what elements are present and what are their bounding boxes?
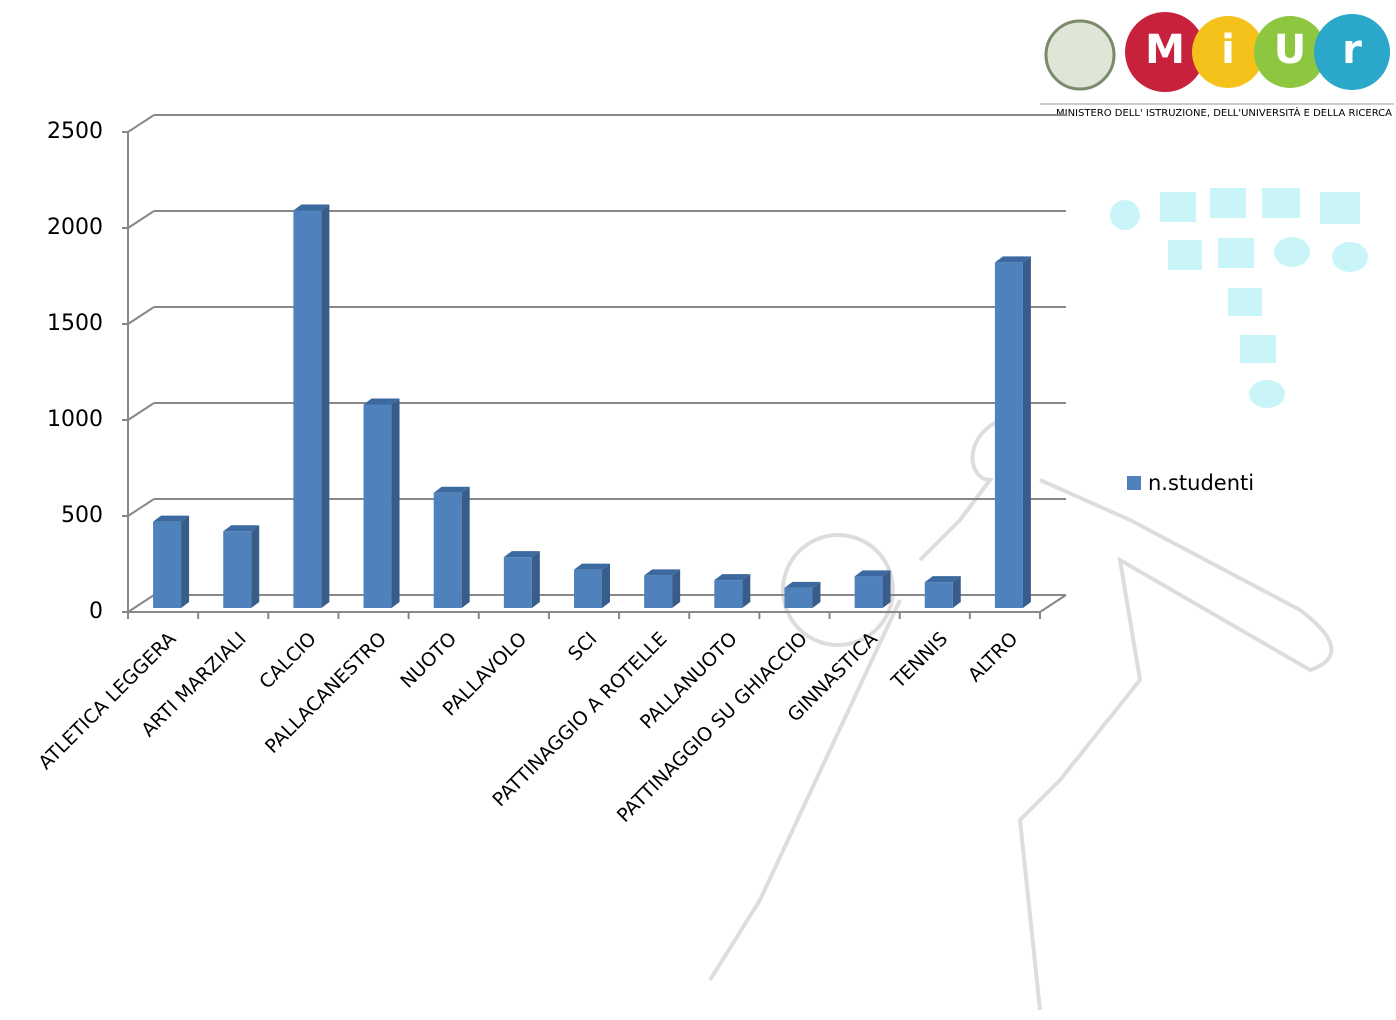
bar: [854, 570, 891, 608]
bar-face: [784, 587, 813, 608]
bar-face: [644, 569, 681, 576]
bar-face: [812, 581, 821, 608]
bar-face: [531, 551, 540, 608]
y-tick-label: 2500: [47, 119, 103, 144]
bar-face: [181, 515, 190, 608]
bar: [153, 515, 190, 608]
bar: [433, 486, 470, 608]
grid-line: [127, 114, 155, 133]
bar-face: [223, 531, 252, 608]
bar-face: [153, 521, 182, 608]
bar-face: [223, 525, 260, 532]
bar: [714, 574, 751, 608]
bar-face: [433, 492, 462, 608]
bar-face: [952, 576, 961, 608]
bar: [363, 398, 400, 608]
x-tick-label: PALLACANESTRO: [261, 628, 391, 758]
x-tick-label: SCI: [564, 628, 601, 665]
bar-face: [714, 574, 751, 581]
y-tick-label: 1500: [47, 311, 103, 336]
bar-face: [293, 210, 322, 608]
bar: [223, 525, 260, 608]
bar: [784, 581, 821, 608]
logo: M i U r MINISTERO DELL' ISTRUZIONE, DELL…: [1040, 12, 1394, 119]
legend-label: n.studenti: [1148, 471, 1254, 495]
decoration-dots: [1110, 188, 1368, 408]
bar-face: [924, 576, 961, 583]
logo-caption: MINISTERO DELL' ISTRUZIONE, DELL'UNIVERS…: [1056, 106, 1392, 119]
bar: [574, 563, 610, 608]
bar: [994, 256, 1031, 608]
bar-face: [503, 551, 540, 558]
y-tick-label: 0: [89, 599, 103, 624]
bar-face: [602, 563, 610, 608]
bar-face: [882, 570, 891, 608]
logo-letter: M: [1145, 27, 1185, 73]
bar-face: [461, 486, 470, 608]
bar: [503, 551, 540, 608]
grid-line: [127, 210, 155, 229]
bar-face: [854, 570, 891, 577]
bar-face: [924, 582, 953, 608]
bar-face: [994, 256, 1031, 263]
x-tick-label: CALCIO: [255, 628, 321, 694]
bar-face: [574, 563, 610, 570]
bar-face: [574, 569, 602, 608]
bar-face: [994, 262, 1023, 608]
bar: [644, 569, 681, 608]
bar-face: [251, 525, 260, 608]
bar-face: [153, 515, 190, 522]
bar-face: [503, 557, 532, 608]
bar-face: [644, 575, 673, 608]
bar-face: [854, 576, 883, 608]
bar: [924, 576, 961, 608]
legend-swatch: [1127, 476, 1141, 490]
bar-face: [1022, 256, 1031, 608]
grid-line: [127, 594, 155, 613]
grid-line: [127, 402, 155, 421]
logo-letter: U: [1274, 27, 1306, 73]
y-tick-label: 500: [61, 503, 103, 528]
x-tick-label: TENNIS: [887, 628, 953, 694]
bar-face: [742, 574, 751, 608]
x-tick-label: ATLETICA LEGGERA: [34, 628, 180, 774]
logo-letter: i: [1221, 27, 1235, 73]
x-tick-label: ALTRO: [964, 628, 1023, 687]
bar-face: [363, 398, 400, 405]
grid-line: [127, 306, 155, 325]
bar-face: [363, 404, 392, 608]
bar: [293, 204, 330, 608]
bar-face: [321, 204, 330, 608]
bar-face: [672, 569, 681, 608]
y-tick-label: 2000: [47, 215, 103, 240]
bar-face: [433, 486, 470, 493]
bar-face: [293, 204, 330, 211]
grid-line: [127, 498, 155, 517]
bar-face: [391, 398, 400, 608]
bar-face: [784, 581, 821, 588]
decoration: [708, 418, 1334, 1011]
y-tick-label: 1000: [47, 407, 103, 432]
x-tick-label: NUOTO: [396, 628, 461, 693]
floor-edge: [1039, 594, 1067, 613]
bar-face: [714, 580, 743, 608]
logo-letter: r: [1342, 27, 1362, 73]
